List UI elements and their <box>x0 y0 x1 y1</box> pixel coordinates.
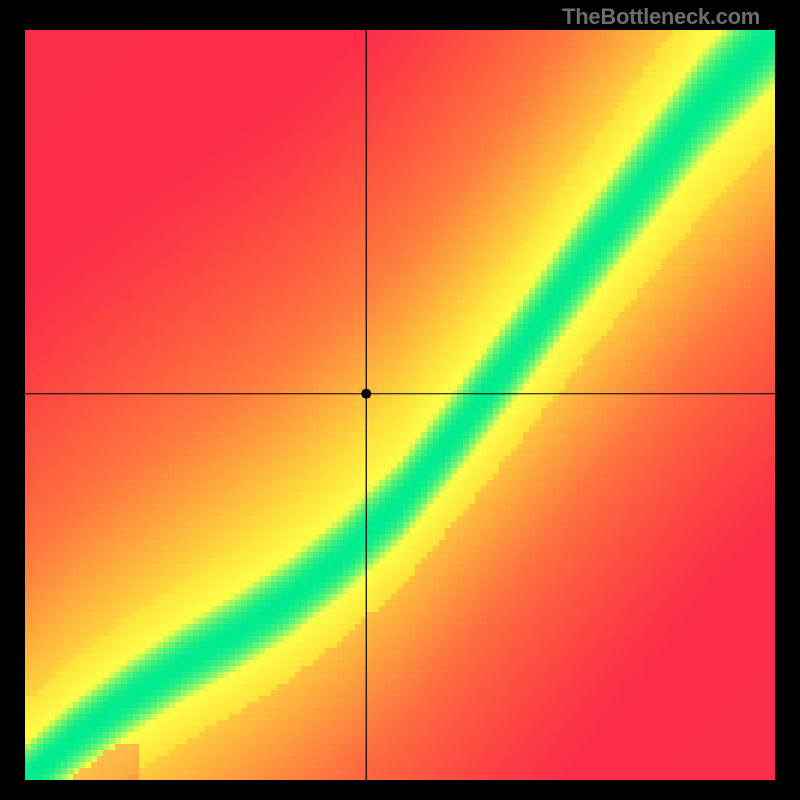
bottleneck-heatmap <box>25 30 775 780</box>
watermark-text: TheBottleneck.com <box>562 4 760 30</box>
chart-container: TheBottleneck.com <box>0 0 800 800</box>
